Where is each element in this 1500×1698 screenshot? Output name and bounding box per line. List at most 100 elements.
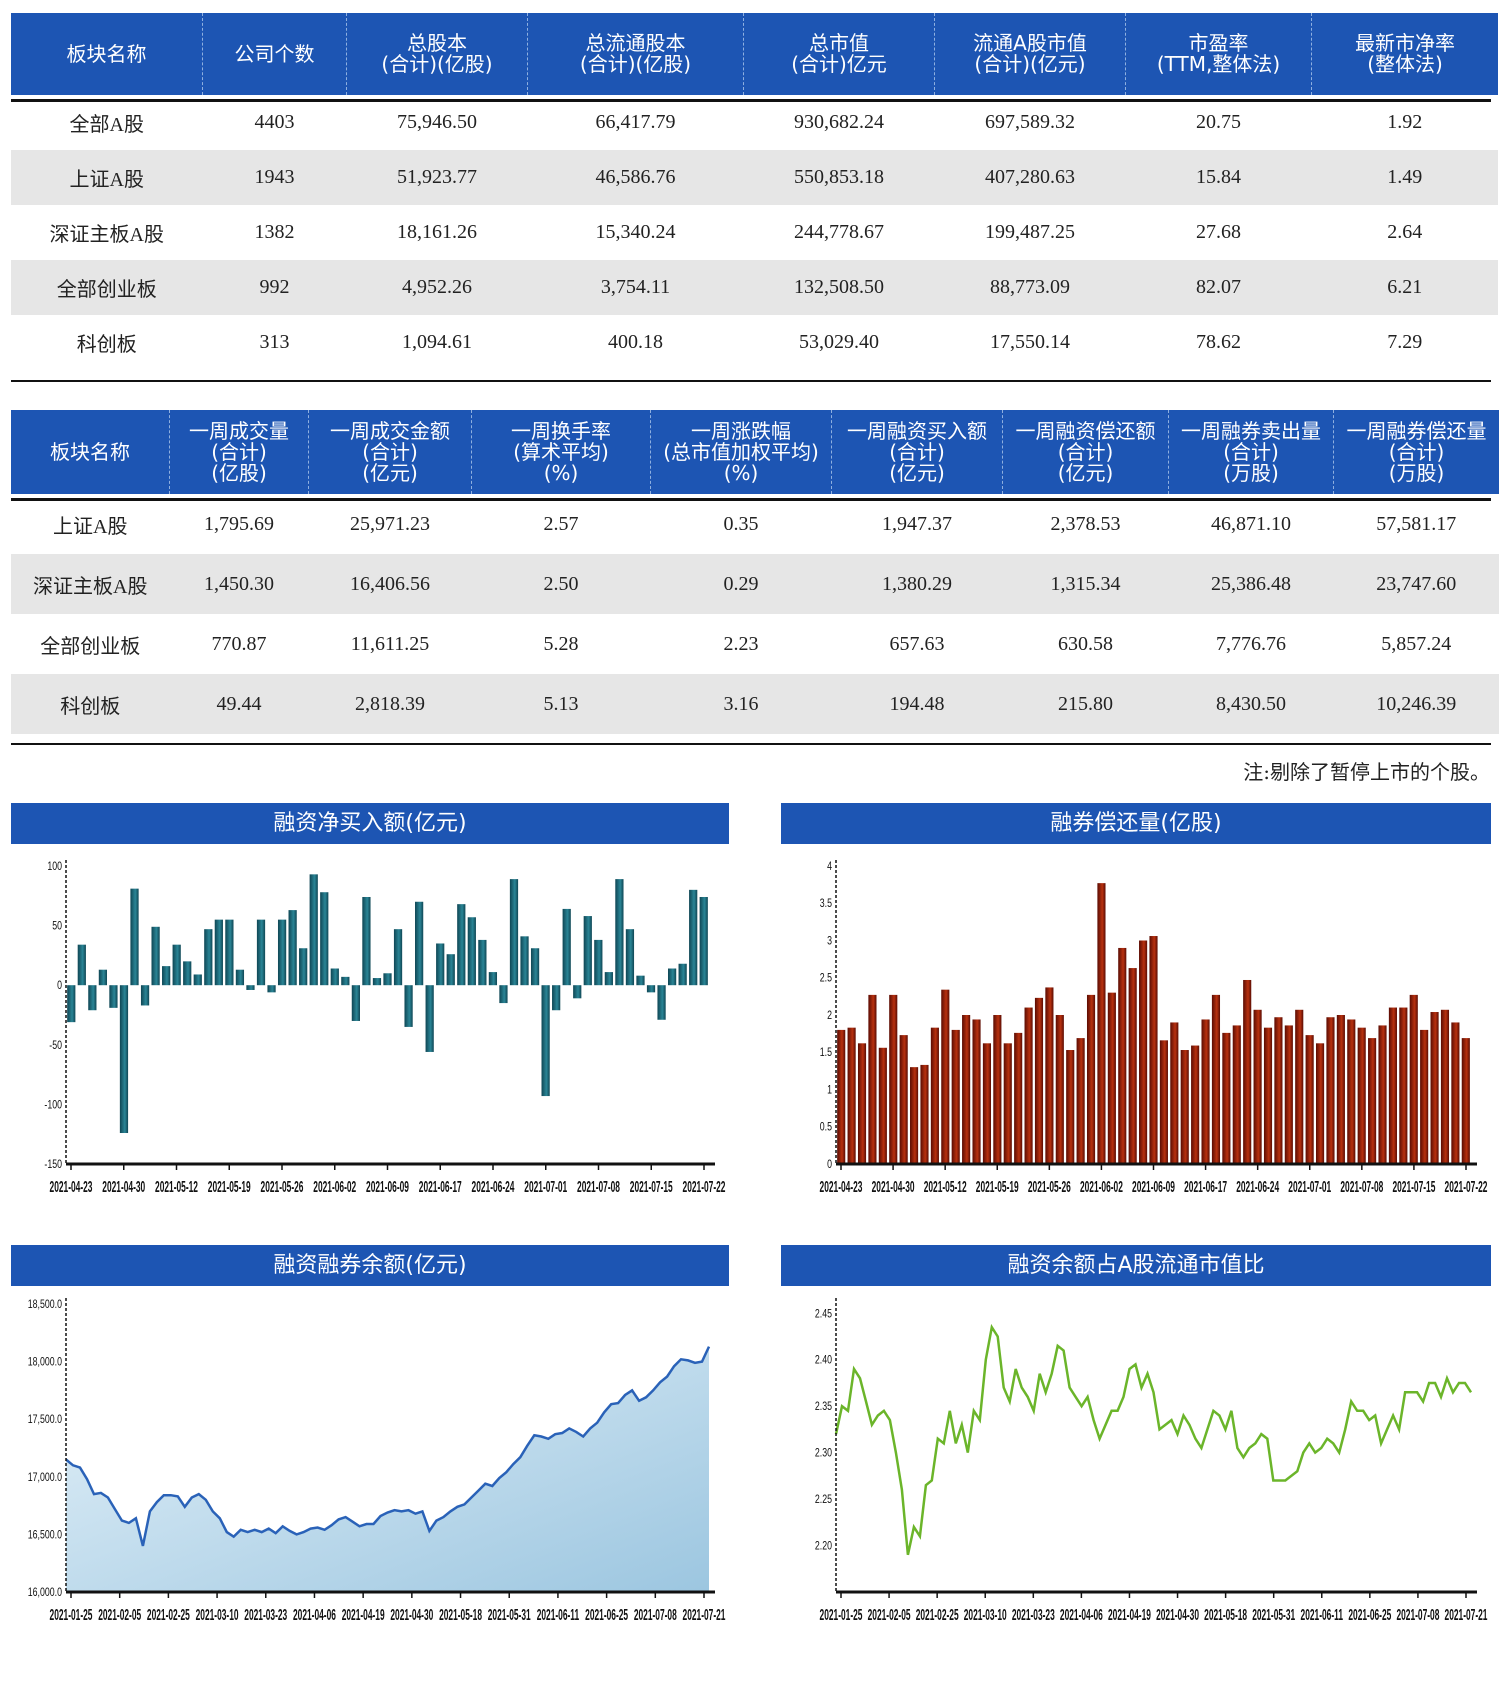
value-cell: 4403 <box>254 111 295 133</box>
bar <box>667 968 677 986</box>
value-cell: 3.16 <box>650 674 832 734</box>
bar <box>299 948 308 986</box>
bar <box>246 985 255 990</box>
value-cell: 930,682.24 <box>794 111 884 133</box>
bar <box>573 985 582 999</box>
chart-title-short-repay: 融券偿还量(亿股) <box>781 803 1491 844</box>
bar <box>204 929 213 986</box>
x-tick-label: 2021-06-17 <box>1184 1178 1227 1195</box>
column-header-line: (亿元) <box>362 460 418 485</box>
x-tick-label: 2021-02-05 <box>98 1606 141 1623</box>
bar <box>383 973 392 986</box>
bar <box>88 985 97 1011</box>
bar <box>309 874 318 986</box>
table-bottom-rule <box>11 380 1491 382</box>
column-header-line: (合计) <box>362 439 418 464</box>
x-tick-label: 2021-07-08 <box>1396 1606 1439 1623</box>
weekly-trading-table: 板块名称 一周成交量 (合计) (亿股) 一周成交金额 (合计) (亿元) 一周换手率 (算术平… <box>11 410 1499 734</box>
bar <box>530 948 540 986</box>
bar <box>1461 1038 1470 1164</box>
bar <box>972 1019 981 1164</box>
column-header-line: (合计) <box>889 439 945 464</box>
column-header-line: 一周融资偿还额 <box>1015 418 1156 443</box>
x-tick-label: 2021-04-30 <box>102 1178 145 1195</box>
y-tick-label: 100 <box>47 860 62 874</box>
table-bottom-rule <box>11 743 1491 745</box>
bar <box>404 985 413 1027</box>
column-header-line: (万股) <box>1223 460 1279 485</box>
bar <box>509 879 519 986</box>
bar <box>899 1035 908 1164</box>
bar <box>847 1027 856 1164</box>
bar <box>77 944 86 986</box>
value-cell: 46,871.10 <box>1211 512 1291 535</box>
column-header-line: 市盈率 <box>1188 31 1249 55</box>
bar <box>541 985 550 1097</box>
market-overview-table: 板块名称 公司个数 总股本 (合计)(亿股) 总流通股本 (合计)(亿股) 总市值 (合计)亿… <box>11 13 1498 370</box>
y-tick-label: 1 <box>827 1083 832 1097</box>
y-tick-label: 16,500.0 <box>28 1528 62 1542</box>
value-cell: 88,773.09 <box>934 260 1126 315</box>
table-row: 深证主板A股 1,450.30 16,406.56 2.50 0.29 1,380.29 1… <box>11 554 1499 614</box>
margin-ratio-line-chart: 2.45 2.40 2.35 2.30 2.25 2.20 2021-01-25 2021-0… <box>815 1298 1488 1624</box>
column-header: 一周成交金额 (合计) (亿元) <box>308 410 472 494</box>
x-tick-label: 2021-07-22 <box>1445 1178 1488 1195</box>
column-header: 一周成交量 (合计) (亿股) <box>169 410 309 494</box>
column-header-line: 一周融券卖出量 <box>1181 418 1321 443</box>
x-tick-label: 2021-06-11 <box>537 1606 579 1623</box>
column-header-line: 公司个数 <box>234 41 315 66</box>
x-tick-label: 2021-07-22 <box>683 1178 726 1195</box>
y-tick-label: -100 <box>44 1098 62 1112</box>
column-header-line: (TTM,整体法) <box>1156 52 1281 76</box>
bar <box>1253 1009 1262 1164</box>
bar <box>1170 1022 1179 1164</box>
x-tick-label: 2021-07-21 <box>1445 1606 1488 1623</box>
bar <box>1055 1015 1064 1164</box>
value-cell: 75,946.50 <box>397 111 477 133</box>
table-note: 注:剔除了暂停上市的个股。 <box>1243 760 1490 784</box>
bar <box>837 1029 846 1164</box>
bar <box>1263 1027 1273 1164</box>
value-cell: 1382 <box>254 221 295 243</box>
x-tick-label: 2021-07-01 <box>1288 1178 1331 1195</box>
table-row: 上证A股 1943 51,923.77 46,586.76 550,853.18 407,… <box>11 150 1498 205</box>
y-tick-label: 18,000.0 <box>28 1355 62 1369</box>
bar <box>1274 1017 1283 1164</box>
value-cell: 194.48 <box>831 674 1003 734</box>
value-cell: 400.18 <box>608 331 663 353</box>
y-tick-label: 2.45 <box>815 1307 832 1321</box>
x-tick-label: 2021-06-02 <box>313 1178 356 1195</box>
bar <box>1440 1009 1450 1164</box>
value-cell: 244,778.67 <box>794 221 884 243</box>
bar <box>1243 979 1252 1164</box>
bar <box>436 943 445 986</box>
table-row: 全部A股 4403 75,946.50 66,417.79 930,682.24 697,… <box>11 95 1498 150</box>
value-cell: 25,386.48 <box>1168 554 1334 614</box>
column-header-line: (%) <box>543 460 579 485</box>
x-tick-label: 2021-05-18 <box>439 1606 482 1623</box>
value-cell: 199,487.25 <box>985 221 1075 243</box>
y-tick-label: 2.40 <box>815 1353 832 1367</box>
bar <box>1034 997 1044 1164</box>
value-cell: 20.75 <box>1196 111 1241 133</box>
value-cell: 2,378.53 <box>1050 512 1121 535</box>
bar <box>868 994 877 1164</box>
bar <box>351 985 360 1021</box>
column-header: 市盈率 (TTM,整体法) <box>1125 13 1312 95</box>
value-cell: 5,857.24 <box>1381 632 1452 655</box>
bar <box>183 961 192 986</box>
y-tick-label: 17,000.0 <box>28 1471 62 1485</box>
bar <box>1201 1019 1210 1164</box>
column-header: 公司个数 <box>202 13 347 95</box>
x-tick-label: 2021-04-30 <box>1156 1606 1199 1623</box>
bar <box>1420 1029 1429 1164</box>
value-cell: 15.84 <box>1125 150 1312 205</box>
x-tick-label: 2021-05-12 <box>924 1178 967 1195</box>
column-header-line: (合计) <box>1057 439 1114 464</box>
bar <box>689 889 698 986</box>
x-tick-label: 2021-06-02 <box>1080 1178 1123 1195</box>
value-cell: 1.49 <box>1311 150 1498 205</box>
chart-title-net-margin-buy: 融资净买入额(亿元) <box>11 803 729 844</box>
bar <box>1128 968 1137 1164</box>
value-cell: 1.92 <box>1387 111 1423 133</box>
